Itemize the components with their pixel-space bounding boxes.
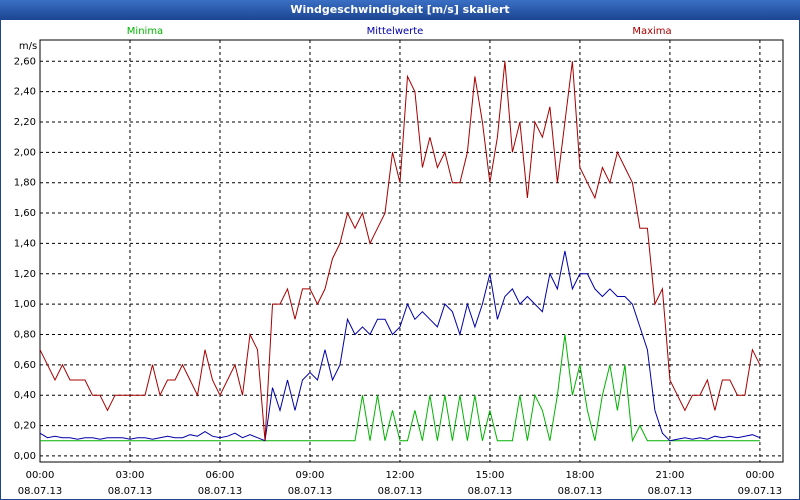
y-tick-label: 0,80	[14, 329, 36, 340]
y-tick-label: 2,60	[14, 56, 36, 67]
y-tick-label: 0,20	[14, 421, 36, 432]
data-line	[39, 250, 761, 442]
title-bar	[0, 0, 800, 20]
y-tick-label: 2,00	[14, 147, 36, 158]
x-tick-date: 08.07.13	[468, 486, 513, 497]
x-tick-date: 08.07.13	[198, 486, 243, 497]
x-tick-label: 00:00	[745, 470, 774, 481]
chart-title: Windgeschwindigkeit [m/s] skaliert	[290, 3, 509, 16]
y-tick-label: 0,40	[14, 390, 36, 401]
x-tick-label: 00:00	[26, 470, 55, 481]
x-tick-label: 18:00	[566, 470, 595, 481]
y-tick-label: 2,40	[14, 87, 36, 98]
legend-entry: Minima	[127, 26, 163, 37]
x-tick-label: 03:00	[116, 470, 145, 481]
x-tick-date: 08.07.13	[18, 486, 63, 497]
y-tick-label: 1,00	[14, 299, 36, 310]
legend-entry: Mittelwerte	[367, 26, 424, 37]
x-tick-date: 08.07.13	[288, 486, 333, 497]
x-tick-date: 08.07.13	[648, 486, 693, 497]
x-tick-date: 08.07.13	[108, 486, 153, 497]
x-tick-date: 08.07.13	[558, 486, 603, 497]
y-tick-label: 2,20	[14, 117, 36, 128]
x-tick-date: 09.07.13	[738, 486, 783, 497]
y-tick-label: 1,60	[14, 208, 36, 219]
y-tick-label: 0,60	[14, 360, 36, 371]
x-tick-label: 09:00	[296, 470, 325, 481]
y-tick-label: 1,40	[14, 238, 36, 249]
plot-area	[39, 39, 784, 463]
y-axis-unit: m/s	[19, 41, 37, 52]
x-tick-date: 08.07.13	[378, 486, 423, 497]
x-tick-label: 12:00	[386, 470, 415, 481]
x-tick-label: 06:00	[206, 470, 235, 481]
data-line	[39, 61, 761, 441]
y-tick-label: 1,20	[14, 269, 36, 280]
x-tick-label: 15:00	[476, 470, 505, 481]
data-line	[40, 334, 760, 443]
y-tick-label: 1,80	[14, 178, 36, 189]
y-tick-label: 0,00	[14, 451, 36, 462]
legend-entry: Maxima	[632, 26, 671, 37]
x-tick-label: 21:00	[656, 470, 685, 481]
